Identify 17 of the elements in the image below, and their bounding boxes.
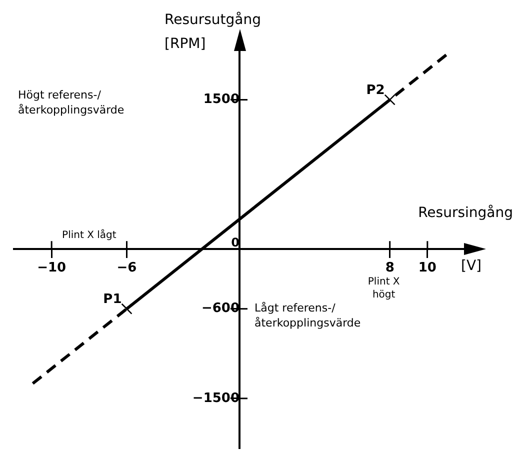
annotation: Plint X lågt [62, 229, 116, 242]
y-tick-label: −600 [201, 301, 240, 316]
x-tick-label: −10 [37, 260, 66, 276]
x-tick-label: 8 [385, 260, 394, 276]
annotation: P1 [103, 292, 122, 307]
y-axis-title: Resursutgång [RPM] [164, 11, 262, 52]
x-tick-label: 10 [418, 260, 436, 276]
annotation: Lågt referens-/återkopplingsvärde [254, 302, 361, 330]
x-axis-title: Resursingång [418, 204, 513, 222]
annotation: [V] [461, 258, 482, 274]
y-tick-label: −1500 [192, 390, 240, 406]
annotation: Högt referens-/återkopplingsvärde [18, 88, 124, 117]
x-tick-label: −6 [116, 260, 137, 276]
y-tick-label: 1500 [203, 92, 240, 108]
y-tick-label: 0 [231, 236, 240, 250]
annotation: Plint X högt [368, 276, 400, 301]
annotation: P2 [366, 82, 385, 98]
